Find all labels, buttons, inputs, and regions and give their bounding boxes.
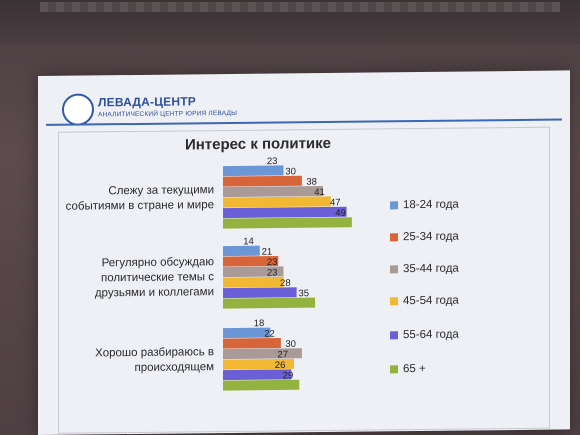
bar [223,348,302,360]
bar [223,165,284,177]
legend-label: 65 + [403,362,426,376]
bar [223,266,284,278]
bar [223,379,300,391]
legend-swatch [390,201,398,210]
data-label: 23 [267,156,278,167]
bar [223,255,279,267]
presentation-slide: ЛЕВАДА-ЦЕНТР АНАЛИТИЧЕСКИЙ ЦЕНТР ЮРИЯ ЛЕ… [38,70,570,435]
data-label: 38 [306,177,317,188]
data-label: 22 [264,329,275,340]
legend-label: 45-54 года [403,294,459,308]
data-label: 18 [254,318,265,329]
bar [223,175,302,187]
legend-swatch [390,365,398,374]
bar [223,186,323,198]
legend-label: 18-24 года [403,198,459,212]
legend-item: 45-54 года [390,294,459,309]
legend-label: 25-34 года [403,230,459,244]
bar [223,245,260,257]
data-label: 21 [262,247,273,258]
room-ceiling [0,0,580,44]
bar [223,206,347,219]
legend-swatch [390,297,398,306]
legend-item: 65 + [390,362,426,376]
legend-swatch [390,265,398,274]
bar [223,358,295,370]
data-label: 49 [335,208,346,219]
legend-swatch [390,233,398,242]
data-label: 27 [277,349,288,360]
legend-item: 35-44 года [390,262,459,277]
bar [223,217,352,229]
bar [223,287,297,299]
bar [223,327,271,339]
bar [223,369,292,381]
data-label: 23 [267,267,278,278]
legend-swatch [390,331,398,340]
data-label: 14 [243,236,254,247]
ceiling-light [40,2,560,12]
data-label: 30 [285,166,296,177]
bar [223,297,316,309]
legend-item: 55-64 года [390,328,459,343]
data-label: 41 [314,187,325,198]
legend-item: 25-34 года [390,230,459,245]
bar [223,337,281,349]
data-label: 30 [285,339,296,350]
data-label: 35 [298,288,309,299]
data-label: 28 [280,278,291,289]
bar [223,196,331,208]
data-label: 23 [267,257,278,268]
legend-label: 35-44 года [403,262,459,276]
legend-item: 18-24 года [390,198,459,213]
legend-label: 55-64 года [403,328,459,342]
data-label: 26 [275,360,286,371]
data-label: 29 [283,370,294,381]
bar [223,276,284,288]
data-label: 47 [330,197,341,208]
